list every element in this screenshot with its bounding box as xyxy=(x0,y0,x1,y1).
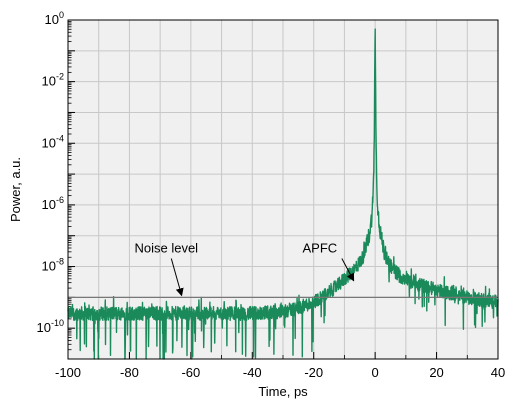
minor-grid xyxy=(98,20,468,359)
y-tick-label: 10-10 xyxy=(37,318,64,335)
annotation-arrow xyxy=(341,258,355,282)
y-tick-label: 10-6 xyxy=(42,195,64,212)
x-tick-label: -100 xyxy=(55,365,81,380)
annotation-arrow xyxy=(170,258,184,297)
x-tick-label: -80 xyxy=(120,365,139,380)
y-tick-label: 10-2 xyxy=(42,72,64,89)
y-tick-label: 10-8 xyxy=(42,257,64,274)
annotations: Noise level APFC xyxy=(134,241,355,297)
x-axis-title: Time, ps xyxy=(258,384,308,399)
y-tick-label: 100 xyxy=(45,10,64,27)
series-line xyxy=(67,28,499,360)
plot-frame xyxy=(67,19,499,360)
annotation-label: APFC xyxy=(303,241,338,256)
x-tick-label: -40 xyxy=(243,365,262,380)
y-axis-title: Power, a.u. xyxy=(8,157,23,222)
y-tick-labels: 100 10-2 10-4 10-6 10-8 10-10 xyxy=(37,10,64,335)
x-tick-label: 40 xyxy=(491,365,505,380)
x-tick-label: -20 xyxy=(304,365,323,380)
annotation-label: Noise level xyxy=(134,241,198,256)
y-tick-label: 10-4 xyxy=(42,133,64,150)
x-tick-label: 20 xyxy=(429,365,443,380)
series-layer xyxy=(67,28,499,360)
x-tick-label: -60 xyxy=(181,365,200,380)
x-tick-labels: -100 -80 -60 -40 -20 0 20 40 xyxy=(55,365,505,380)
x-tick-label: 0 xyxy=(372,365,379,380)
